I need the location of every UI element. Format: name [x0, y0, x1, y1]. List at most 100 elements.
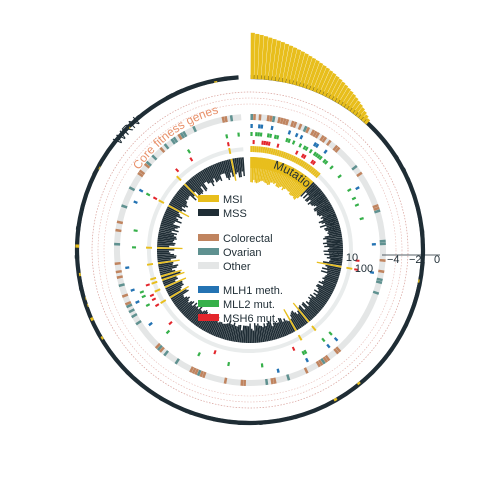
cancer-type-cell-219	[115, 269, 122, 274]
mll2-mark-8	[269, 133, 273, 139]
mutation-rate-bar-95	[321, 280, 336, 288]
dependency-bar-50	[397, 161, 403, 167]
dependency-bar-136	[300, 412, 305, 415]
dependency-bar-114	[367, 371, 373, 377]
mutation-rate-bar-41	[306, 188, 322, 203]
dependency-bar-293	[213, 80, 218, 83]
cancer-type-cell-179	[174, 358, 180, 365]
cancer-type-cell-237	[116, 220, 124, 225]
dependency-bar-20	[319, 70, 334, 96]
dependency-bar-279	[165, 94, 171, 101]
msh6-mark-8	[267, 141, 271, 146]
mutation-rate-bar-242	[161, 220, 181, 228]
mutation-rate-bar-216	[159, 266, 177, 272]
cancer-type-cell-59	[372, 203, 379, 209]
mutation-rate-bar-92	[324, 276, 338, 283]
dependency-bar-202	[97, 332, 103, 338]
mutation-rate-bar-123	[290, 312, 302, 329]
dependency-bar-48	[393, 154, 400, 161]
mutation-rate-bar-84	[316, 261, 342, 268]
msi-status-28	[303, 163, 309, 170]
mll2-mark-189	[165, 329, 171, 335]
dependency-bar-211	[86, 303, 89, 308]
mutation-rate-bar-7	[260, 158, 266, 182]
dependency-bar-182	[145, 386, 150, 390]
mutation-rate-bar-106	[309, 293, 326, 307]
cancer-type-cell-61	[374, 209, 381, 214]
dependency-bar-208	[90, 313, 93, 318]
mutation-rate-bar-90	[326, 273, 339, 279]
mutation-rate-bar-257	[173, 194, 187, 205]
dependency-bar-172	[175, 404, 180, 408]
mutation-rate-bar-34	[293, 179, 312, 200]
dependency-bar-168	[188, 410, 193, 415]
cancer-type-cell-7	[269, 115, 273, 122]
dependency-bar-176	[163, 397, 167, 402]
mutation-rate-bar-61	[326, 222, 340, 228]
dependency-bar-185	[136, 379, 141, 384]
dependency-bar-244	[87, 188, 91, 193]
dependency-bar-63	[415, 205, 418, 209]
cancer-type-cell-145	[265, 378, 269, 386]
mutation-rate-ring	[156, 157, 344, 344]
mutation-rate-bar-13	[268, 160, 277, 185]
mutation-rate-bar-14	[270, 160, 279, 183]
cancer-type-cell-91	[372, 290, 380, 295]
mutation-rate-bar-160	[232, 325, 237, 342]
dependency-bar-108	[382, 356, 388, 362]
dependency-bar-258	[110, 144, 115, 149]
mutation-rate-bar-64	[328, 227, 341, 233]
dependency-bar-29	[347, 97, 359, 112]
mutation-rate-bar-109	[309, 299, 322, 311]
msi-status-20	[289, 154, 294, 162]
mutation-rate-bar-278	[203, 168, 215, 187]
msh6-mark-201	[154, 303, 160, 308]
cancer-type-cell-27	[319, 134, 325, 142]
msi-status-251	[158, 199, 165, 204]
dependency-bar-147	[262, 420, 267, 425]
mutation-rate-bar-228	[157, 246, 183, 250]
mutation-rate-bar-223	[157, 255, 177, 259]
mutation-rate-bar-270	[190, 177, 204, 193]
dependency-bar-125	[336, 395, 341, 401]
dependency-bar-83	[418, 275, 421, 280]
dependency-bar-153	[241, 420, 245, 423]
cancer-type-cell-72	[379, 239, 386, 243]
legend-swatch-msi	[198, 195, 219, 202]
msh6-mark-251	[152, 196, 158, 201]
mutation-rate-bar-197	[173, 296, 185, 305]
dependency-bar-32	[355, 107, 365, 118]
cancer-type-cell-257	[138, 169, 146, 176]
mutation-rate-bar-102	[313, 289, 330, 300]
msh6-ring	[145, 140, 360, 355]
mutation-rate-bar-39	[308, 185, 319, 196]
mutation-rate-bar-220	[157, 259, 180, 265]
mlh1-mark-211	[130, 288, 135, 292]
mutation-rate-bar-266	[185, 182, 196, 193]
mutation-rate-bar-256	[172, 196, 189, 208]
mutation-rate-bar-148	[253, 323, 257, 343]
mutation-rate-bar-184	[190, 309, 202, 323]
cancer-type-cell-199	[135, 319, 142, 326]
msi-status-25	[298, 159, 304, 166]
dependency-bar-105	[388, 347, 394, 353]
mutation-rate-bar-115	[304, 308, 314, 319]
cancer-type-cell-1	[253, 114, 256, 121]
mll2-mark-127	[303, 349, 308, 355]
mutation-rate-bar-81	[330, 258, 343, 262]
dependency-bar-123	[342, 392, 347, 396]
dependency-bar-116	[362, 376, 366, 380]
mutation-rate-axis-label-text: Mutation rate (per Mb)	[272, 158, 344, 262]
mll2-ring	[132, 132, 364, 368]
mutation-rate-bar-221	[157, 258, 171, 263]
mutation-rate-bar-296	[236, 157, 241, 178]
msi-ring	[146, 146, 353, 353]
msi-status-34	[313, 170, 320, 177]
cancer-type-cell-202	[131, 313, 138, 319]
dependency-bar-288	[196, 85, 201, 88]
dependency-bar-273	[148, 107, 153, 112]
msi-status-15	[280, 151, 285, 158]
cancer-type-cell-24	[312, 130, 318, 138]
mutation-rate-bar-143	[262, 326, 267, 342]
